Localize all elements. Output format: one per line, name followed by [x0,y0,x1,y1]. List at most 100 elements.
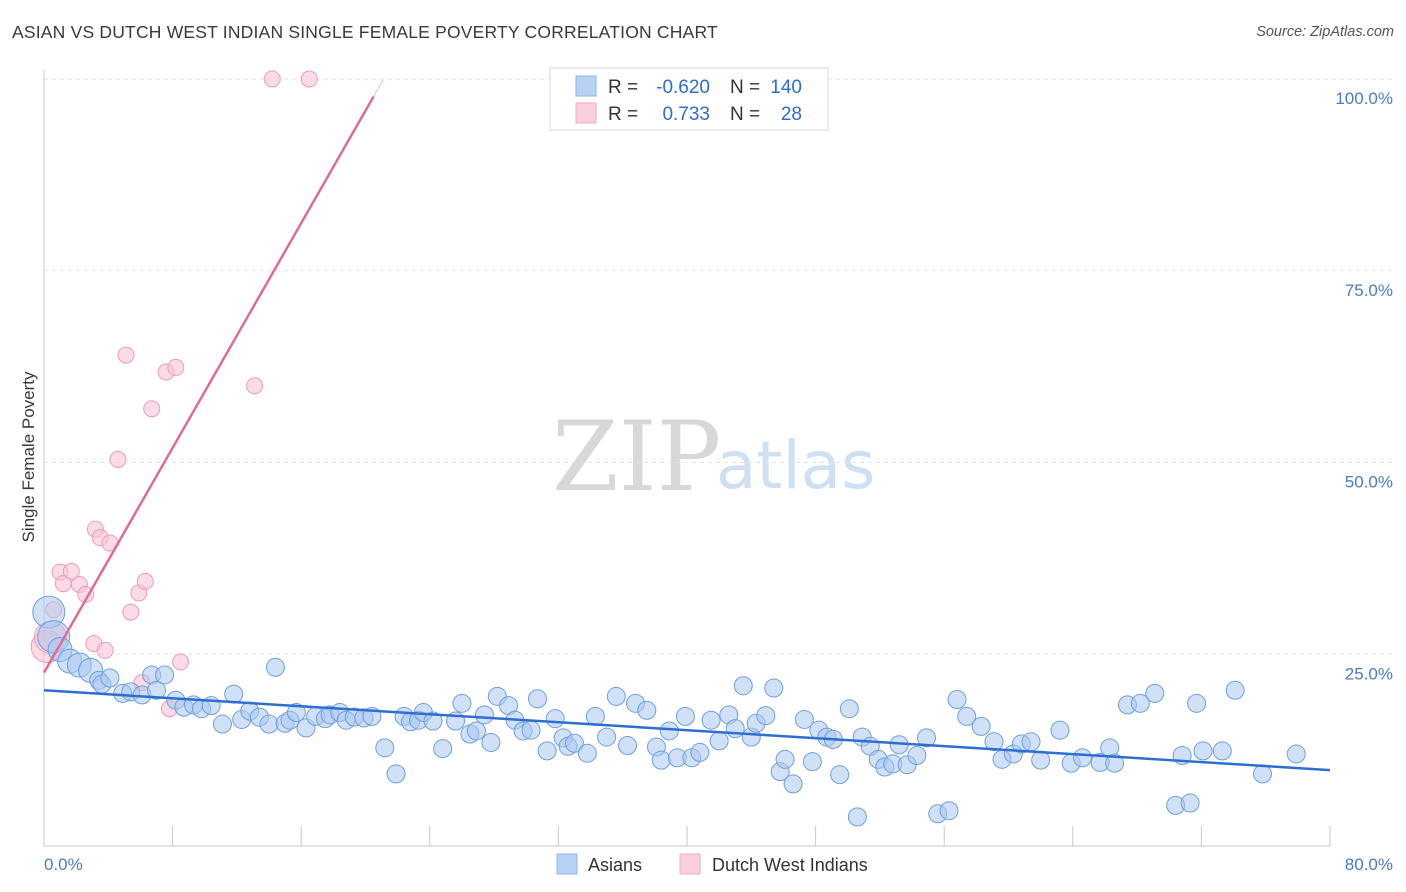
asian-point [100,668,120,688]
asian-point [984,732,1004,752]
asian-point [386,764,406,784]
asian-point [474,705,494,725]
asian-point [433,739,453,759]
asian-point [637,700,657,720]
asian-point [481,732,501,752]
dwi-point [122,603,140,621]
asian-point [452,693,472,713]
asian-point [286,703,306,723]
asian-point [212,714,232,734]
y-tick-label: 25.0% [1345,664,1393,683]
asian-point [1225,680,1245,700]
legend-r-label-2: R = [608,104,638,125]
asian-point [802,752,822,772]
watermark-zip: ZIP [552,401,721,513]
asian-point [265,657,285,677]
asian-point [545,709,565,729]
asian-point [764,678,784,698]
asian-point [528,689,548,709]
y-tick-labels: 25.0% 50.0% 75.0% 100.0% [1335,89,1393,683]
asian-point [775,749,795,769]
asian-point [1252,764,1272,784]
dwi-trend-line [42,96,375,674]
asian-point [1145,683,1165,703]
x-ticks: 0.0% 80.0% [43,826,1393,874]
asian-point [1021,732,1041,752]
asian-point [783,774,803,794]
legend-r-value-1: -0.620 [656,77,710,98]
y-tick-label: 75.0% [1345,281,1393,300]
chart-title: ASIAN VS DUTCH WEST INDIAN SINGLE FEMALE… [12,22,718,42]
dwi-point [62,562,80,580]
dwi-point [136,572,154,590]
dwi-point [143,400,161,418]
dwi-point [167,358,185,376]
asian-point [1193,741,1213,761]
asian-point [957,706,977,726]
legend-top: R = -0.620 N = 140 R = 0.733 N = 28 [549,67,829,131]
y-axis-label: Single Female Poverty [19,371,38,543]
asian-point [1031,750,1051,770]
asian-point [1187,693,1207,713]
x-tick-label: 80.0% [1345,855,1393,874]
legend-swatch-dwi [575,102,597,124]
asian-point [830,765,850,785]
asian-point [375,738,395,758]
asian-point [423,711,443,731]
asian-point [1180,793,1200,813]
legend-r-value-2: 0.733 [662,104,710,125]
asian-point [521,720,541,740]
legend-r-label-1: R = [608,77,638,98]
legend-swatch-asians [575,75,597,97]
asian-point [675,706,695,726]
asian-point [701,710,721,730]
watermark-atlas: atlas [716,427,876,504]
dwi-point [300,70,318,88]
gridlines [44,78,1392,655]
asian-point [794,709,814,729]
trend-lines [42,79,1331,772]
legend-n-label-2: N = [730,104,760,125]
asian-point [585,706,605,726]
dwi-point [96,641,114,659]
asian-point [537,741,557,761]
asian-point [618,736,638,756]
asian-point [155,665,175,685]
asian-point [597,727,617,747]
asian-point [1105,753,1125,773]
y-tick-label: 50.0% [1345,473,1393,492]
asian-point [564,733,584,753]
asian-point [147,680,167,700]
dwi-point [109,450,127,468]
asian-point [651,750,671,770]
asian-point [1130,693,1150,713]
legend-n-value-2: 28 [781,104,802,125]
asian-point [1212,741,1232,761]
asian-point [907,745,927,765]
asian-point [733,676,753,696]
asian-point [709,731,729,751]
asian-point [1286,744,1306,764]
asian-point [659,721,679,741]
legend-bottom: Asians Dutch West Indians [556,853,868,875]
asian-point [939,801,959,821]
dwi-point [246,377,264,395]
legend-bottom-asians: Asians [588,855,642,875]
asian-point [466,721,486,741]
asian-point [839,699,859,719]
dwi-point [117,346,135,364]
asian-point [1072,748,1092,768]
asian-point [756,706,776,726]
legend-bottom-swatch-dwi [679,853,701,875]
legend-n-value-1: 140 [770,77,802,98]
asian-point [917,728,937,748]
asian-point [847,807,867,827]
asian-point [259,714,279,734]
asian-point [1050,720,1070,740]
dwi-point [172,653,190,671]
series-asians [32,595,1306,827]
asian-point [971,716,991,736]
asian-point [606,686,626,706]
source-note: Source: ZipAtlas.com [1256,24,1394,40]
